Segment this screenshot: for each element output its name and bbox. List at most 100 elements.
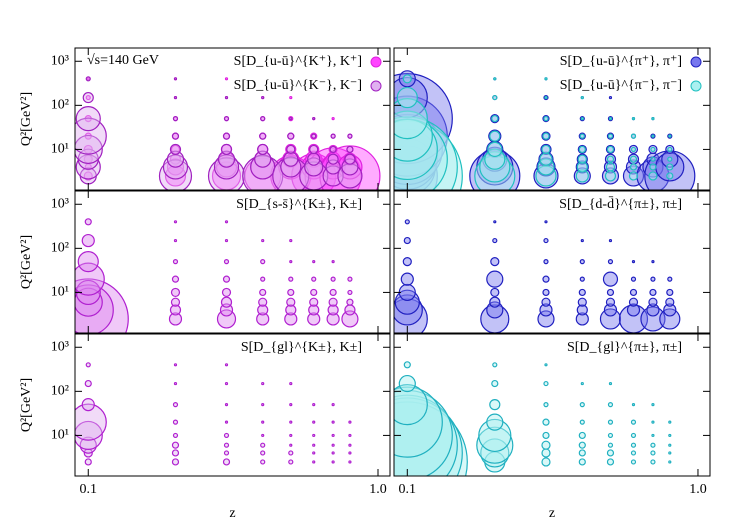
legend-label: S[D_{gl}^{π±}, π±] (567, 340, 682, 355)
bubble (605, 297, 616, 307)
bubble (344, 304, 356, 316)
bubble (221, 287, 232, 298)
bubble (171, 132, 180, 140)
bubble (492, 94, 498, 101)
legend-marker (370, 80, 382, 92)
bubble (578, 288, 586, 297)
x-tick-label: 1.0 (689, 482, 707, 497)
bubble (541, 440, 551, 450)
bubble (394, 110, 433, 162)
bubble (646, 303, 660, 317)
bubble (81, 398, 95, 412)
bubble (307, 152, 321, 166)
bubble (666, 163, 674, 171)
bubble (630, 146, 637, 153)
bubble (347, 289, 353, 296)
bubble (164, 165, 187, 187)
panel: 10¹ 10² 10³ Q²[GeV²] S[D_{s-s̄}^{K±}, K±] (19, 190, 391, 334)
bubble (629, 155, 638, 163)
bubble (541, 457, 551, 467)
bubble (608, 95, 613, 100)
y-axis-label: Q²[GeV²] (19, 92, 34, 146)
bubble (217, 150, 236, 168)
bubble (261, 403, 265, 407)
bubble (75, 284, 114, 333)
bubble (540, 143, 552, 156)
bubble (607, 133, 614, 139)
bubble (539, 303, 553, 317)
bubble (580, 95, 584, 100)
bubble (173, 95, 178, 100)
bubble (327, 304, 339, 316)
panel: S[D_{u-ū}^{π⁺}, π⁺] S[D_{u-ū}^{π⁻}, π⁻] (393, 47, 711, 191)
bubble (286, 297, 296, 307)
bubble (84, 379, 92, 388)
bubble (173, 238, 178, 243)
legend-marker (370, 56, 382, 68)
bubble (169, 143, 182, 156)
bubble (222, 275, 231, 283)
bubble (579, 419, 585, 425)
y-tick-label: 10² (51, 241, 69, 256)
bubble (288, 459, 294, 465)
bubble (631, 117, 636, 121)
bubble (651, 433, 655, 438)
bubble (346, 145, 354, 154)
bubble (348, 443, 352, 447)
bubble (665, 297, 675, 307)
bubble (542, 288, 550, 297)
bubble (256, 312, 270, 326)
bubble (308, 304, 320, 316)
legend-label: S[D_{u-ū}^{K⁺}, K⁺] (234, 54, 362, 69)
bubble (535, 165, 557, 187)
panel: S[D_{d-d̄}^{π±}, π±] (393, 190, 711, 334)
bubble (84, 458, 92, 466)
bubble (394, 73, 453, 165)
bubble (630, 442, 637, 448)
bubble (577, 297, 587, 307)
bubble (578, 441, 586, 449)
bubble (606, 288, 615, 297)
bubble (312, 443, 316, 447)
bubble (311, 133, 317, 139)
bubble (668, 134, 672, 138)
bubble (608, 117, 613, 121)
bubble (172, 419, 179, 425)
legend-marker (690, 80, 702, 92)
bubble (606, 449, 615, 457)
bubble (394, 289, 420, 315)
bubble (259, 288, 267, 297)
bubble (284, 312, 298, 326)
bubble (223, 432, 230, 439)
bubble (578, 431, 586, 440)
bubble (580, 381, 584, 386)
bubble (394, 118, 438, 181)
bubble (280, 156, 302, 178)
bubble (261, 238, 265, 243)
bubble (394, 384, 428, 426)
bubble (261, 420, 265, 424)
bubble (254, 150, 272, 168)
bubble (402, 74, 412, 84)
bubble (331, 260, 335, 264)
y-tick-label: 10² (51, 98, 69, 113)
bubble (543, 116, 549, 122)
bubble (394, 386, 443, 458)
bubble (285, 304, 297, 316)
bubble (607, 432, 614, 439)
bubble (310, 288, 318, 297)
bubble (81, 233, 95, 248)
bubble (605, 162, 616, 172)
bubble (578, 458, 586, 466)
bubble (348, 460, 352, 464)
bubble (400, 272, 414, 286)
bubble (82, 91, 94, 104)
legend-label: S[D_{u-ū}^{π⁻}, π⁻] (560, 78, 682, 93)
bubble (172, 432, 179, 439)
bubble (289, 238, 293, 243)
bubble (166, 150, 185, 168)
bubble (544, 220, 548, 224)
bubble (578, 449, 586, 457)
frame (393, 190, 711, 334)
bubble (394, 401, 468, 476)
